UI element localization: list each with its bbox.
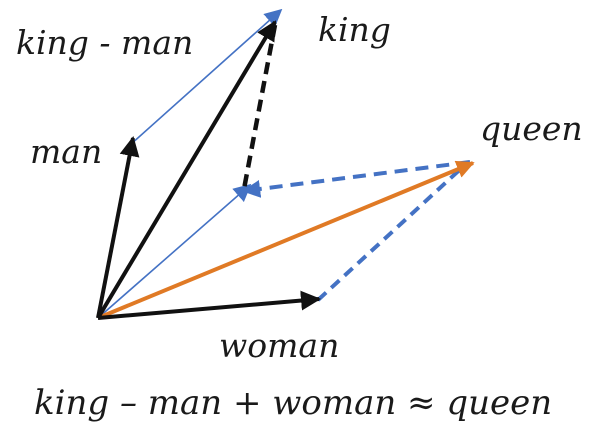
king-to-analogy-dashed-vector bbox=[241, 24, 278, 190]
label-king: king bbox=[318, 10, 391, 49]
analogy-equation: king – man + woman ≈ queen bbox=[34, 383, 552, 423]
woman-to-queen-dashed-vector bbox=[316, 162, 468, 302]
queen-to-analogy-dashed-vector bbox=[242, 160, 471, 198]
king-vector bbox=[96, 20, 277, 320]
woman-vector bbox=[97, 290, 321, 320]
label-man: man bbox=[30, 132, 102, 171]
king-minus-man-vector bbox=[129, 8, 283, 146]
label-woman: woman bbox=[219, 326, 339, 365]
label-queen: queen bbox=[480, 109, 583, 148]
queen-vector bbox=[97, 160, 475, 320]
origin-to-analogy-point-vector bbox=[97, 183, 252, 319]
man-vector bbox=[96, 136, 140, 319]
label-king-minus-man: king - man bbox=[16, 23, 193, 62]
